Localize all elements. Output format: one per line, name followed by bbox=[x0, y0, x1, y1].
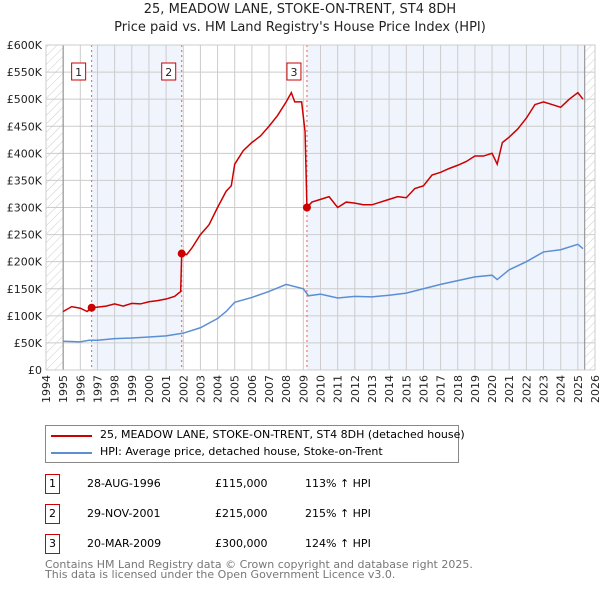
y-tick-label: £450K bbox=[7, 120, 43, 133]
sale-price: £115,000 bbox=[215, 477, 268, 490]
sale-price: £300,000 bbox=[215, 537, 268, 550]
chart-subtitle: Price paid vs. HM Land Registry's House … bbox=[114, 20, 486, 35]
sale-marker-badge: 1 bbox=[45, 474, 60, 494]
y-tick-label: £400K bbox=[7, 147, 43, 160]
legend-swatch-red bbox=[51, 435, 92, 437]
x-tick-label: 1994 bbox=[40, 375, 53, 403]
sale-label-box bbox=[161, 62, 177, 81]
x-tick-label: 2012 bbox=[349, 375, 362, 403]
x-tick-label: 2022 bbox=[520, 375, 533, 403]
y-tick-label: £300K bbox=[7, 202, 43, 215]
sale-point bbox=[87, 303, 96, 312]
x-tick-label: 2016 bbox=[417, 375, 430, 403]
footer: Contains HM Land Registry data © Crown c… bbox=[45, 558, 473, 581]
sale-marker-badge: 2 bbox=[45, 504, 60, 524]
legend-swatch-blue bbox=[51, 452, 92, 454]
x-tick-label: 2004 bbox=[212, 375, 225, 403]
legend-label: 25, MEADOW LANE, STOKE-ON-TRENT, ST4 8DH… bbox=[100, 428, 465, 441]
plot-area: 1994 1995 1996 1997 1998 1999 2000 2001 2002 2003… bbox=[7, 39, 600, 403]
sale-marker-badge: 3 bbox=[45, 534, 60, 554]
x-tick-label: 2021 bbox=[503, 375, 516, 403]
x-tick-label: 1997 bbox=[91, 375, 104, 403]
x-tick-label: 2008 bbox=[280, 375, 293, 403]
sale-row: 3 20-MAR-2009 £300,000 124% ↑ HPI bbox=[45, 534, 445, 554]
y-tick-label: £150K bbox=[7, 283, 43, 296]
x-tick-label: 2001 bbox=[160, 375, 173, 403]
x-tick-label: 2023 bbox=[538, 375, 551, 403]
footer-line: Contains HM Land Registry data © Crown c… bbox=[45, 558, 473, 571]
x-tick-label: 2024 bbox=[555, 375, 568, 403]
x-tick-label: 2013 bbox=[366, 375, 379, 403]
sale-hpi-change: 113% ↑ HPI bbox=[305, 477, 371, 490]
sale-price: £215,000 bbox=[215, 507, 268, 520]
plot-border bbox=[45, 44, 596, 371]
sale-row: 2 29-NOV-2001 £215,000 215% ↑ HPI bbox=[45, 504, 445, 524]
footer-line: This data is licensed under the Open Gov… bbox=[45, 568, 396, 581]
sale-point bbox=[302, 203, 311, 212]
sale-row: 1 28-AUG-1996 £115,000 113% ↑ HPI bbox=[45, 474, 445, 494]
sale-label-box bbox=[71, 62, 87, 81]
x-tick-label: 1998 bbox=[109, 375, 122, 403]
x-tick-label: 2002 bbox=[177, 375, 190, 403]
x-tick-label: 2007 bbox=[263, 375, 276, 403]
y-tick-label: £0 bbox=[28, 364, 42, 377]
sale-hpi-change: 124% ↑ HPI bbox=[305, 537, 371, 550]
legend-item-property: 25, MEADOW LANE, STOKE-ON-TRENT, ST4 8DH… bbox=[46, 428, 465, 444]
x-tick-label: 1995 bbox=[57, 375, 70, 403]
legend-label: HPI: Average price, detached house, Stok… bbox=[100, 445, 383, 458]
y-tick-label: £550K bbox=[7, 66, 43, 79]
x-tick-label: 2006 bbox=[246, 375, 259, 403]
sale-point bbox=[177, 249, 186, 258]
x-tick-label: 2026 bbox=[589, 375, 600, 403]
x-tick-label: 2017 bbox=[435, 375, 448, 403]
sale-label: 3 bbox=[290, 66, 297, 79]
x-tick-label: 2015 bbox=[400, 375, 413, 403]
hpi-line bbox=[63, 243, 584, 343]
sale-date: 28-AUG-1996 bbox=[87, 477, 161, 490]
property-price-line bbox=[62, 90, 584, 313]
y-tick-label: £100K bbox=[7, 310, 43, 323]
x-tick-label: 2003 bbox=[194, 375, 207, 403]
sale-hpi-change: 215% ↑ HPI bbox=[305, 507, 371, 520]
y-tick-label: £500K bbox=[7, 93, 43, 106]
x-tick-label: 2019 bbox=[469, 375, 482, 403]
legend: 25, MEADOW LANE, STOKE-ON-TRENT, ST4 8DH… bbox=[45, 425, 465, 463]
x-tick-label: 2025 bbox=[572, 375, 585, 403]
x-tick-label: 2011 bbox=[332, 375, 345, 403]
y-tick-label: £600K bbox=[7, 39, 43, 52]
sale-label: 1 bbox=[75, 66, 82, 79]
x-tick-label: 1996 bbox=[74, 375, 87, 403]
sale-label: 2 bbox=[165, 66, 172, 79]
x-tick-label: 2020 bbox=[486, 375, 499, 403]
x-tick-label: 2018 bbox=[452, 375, 465, 403]
y-tick-label: £350K bbox=[7, 174, 43, 187]
x-tick-label: 2010 bbox=[315, 375, 328, 403]
x-tick-label: 1999 bbox=[126, 375, 139, 403]
x-tick-label: 2005 bbox=[229, 375, 242, 403]
chart-title: 25, MEADOW LANE, STOKE-ON-TRENT, ST4 8DH bbox=[143, 2, 457, 17]
x-tick-label: 2000 bbox=[143, 375, 156, 403]
y-tick-label: £50K bbox=[14, 337, 43, 350]
sale-label-box bbox=[286, 62, 302, 81]
y-tick-label: £250K bbox=[7, 229, 43, 242]
x-tick-label: 2009 bbox=[297, 375, 310, 403]
sale-date: 20-MAR-2009 bbox=[87, 537, 162, 550]
x-tick-label: 2014 bbox=[383, 375, 396, 403]
legend-item-hpi: HPI: Average price, detached house, Stok… bbox=[46, 445, 458, 461]
y-tick-label: £200K bbox=[7, 256, 43, 269]
sale-date: 29-NOV-2001 bbox=[87, 507, 161, 520]
